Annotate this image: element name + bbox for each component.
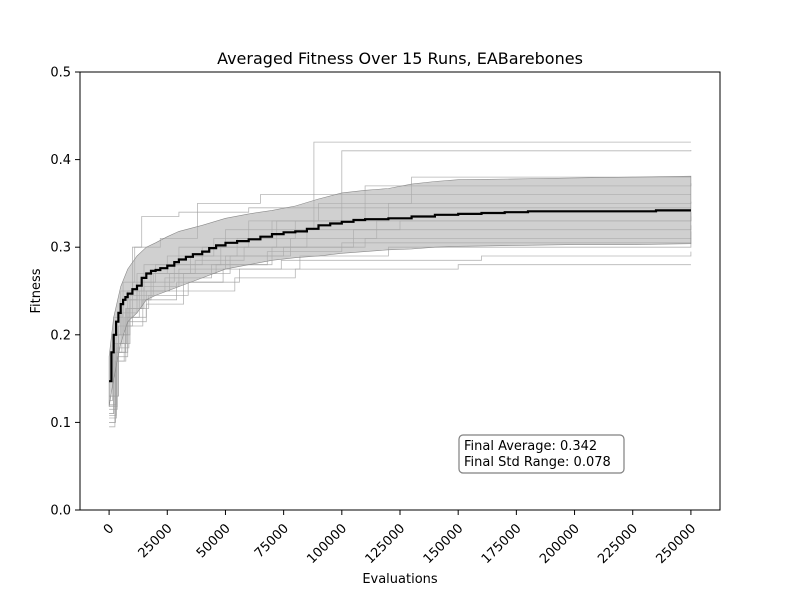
- chart-title: Averaged Fitness Over 15 Runs, EABarebon…: [217, 49, 583, 68]
- annotation-final-std-range: Final Std Range: 0.078: [464, 455, 611, 470]
- average-line: [109, 209, 691, 383]
- annotation-final-average: Final Average: 0.342: [464, 439, 597, 454]
- y-tick-label: 0.4: [50, 153, 71, 168]
- y-axis-ticks: 0.0 0.1 0.2 0.3 0.4 0.5: [50, 66, 80, 519]
- y-tick-label: 0.2: [50, 328, 71, 343]
- plot-area: [108, 141, 692, 428]
- y-tick-label: 0.0: [50, 504, 71, 519]
- y-tick-label: 0.3: [50, 241, 71, 256]
- annotation-frame: [458, 434, 625, 474]
- y-tick-label: 0.5: [50, 66, 71, 81]
- run-line-15: [109, 264, 691, 419]
- std-band: [108, 175, 692, 407]
- x-axis-label: Evaluations: [362, 572, 438, 587]
- annotation-box: Final Average: 0.342 Final Std Range: 0.…: [458, 434, 625, 474]
- y-tick-label: 0.1: [50, 416, 71, 431]
- y-axis-label: Fitness: [29, 268, 44, 313]
